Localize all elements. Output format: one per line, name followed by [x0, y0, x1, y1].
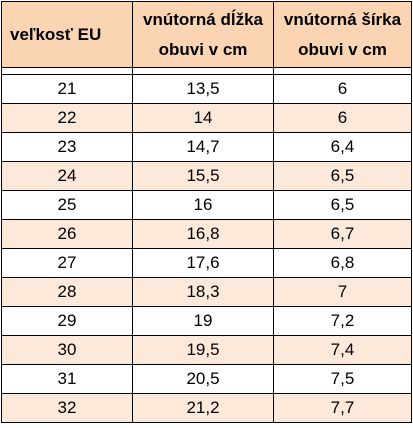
- separator-row: [1, 67, 412, 75]
- cell-width: 6: [273, 74, 412, 104]
- cell-length: 17,6: [132, 248, 274, 278]
- cell-width: 6: [273, 103, 412, 133]
- header-inner-length-line1: vnútorná dĺžka: [143, 9, 263, 29]
- cell-length: 14,7: [132, 132, 274, 162]
- cell-size: 24: [1, 161, 133, 191]
- header-inner-width-line2: obuvi v cm: [298, 39, 387, 59]
- cell-length: 19,5: [132, 335, 274, 365]
- cell-width: 7,5: [273, 364, 412, 394]
- table-row: 32 21,2 7,7: [1, 393, 412, 423]
- cell-size: 28: [1, 277, 133, 307]
- table-row: 30 19,5 7,4: [1, 335, 412, 365]
- header-inner-width-line1: vnútorná šírka: [283, 9, 402, 29]
- cell-length: 20,5: [132, 364, 274, 394]
- header-inner-width: vnútorná šírka obuvi v cm: [273, 1, 412, 68]
- cell-length: 16: [132, 190, 274, 220]
- table-row: 24 15,5 6,5: [1, 161, 412, 191]
- table-row: 27 17,6 6,8: [1, 248, 412, 278]
- cell-width: 6,7: [273, 219, 412, 249]
- cell-width: 7,4: [273, 335, 412, 365]
- cell-size: 23: [1, 132, 133, 162]
- cell-width: 7: [273, 277, 412, 307]
- cell-width: 6,8: [273, 248, 412, 278]
- cell-size: 27: [1, 248, 133, 278]
- cell-width: 6,4: [273, 132, 412, 162]
- cell-size: 29: [1, 306, 133, 336]
- cell-length: 19: [132, 306, 274, 336]
- cell-size: 32: [1, 393, 133, 423]
- cell-size: 22: [1, 103, 133, 133]
- cell-size: 26: [1, 219, 133, 249]
- table-row: 29 19 7,2: [1, 306, 412, 336]
- table-row: 26 16,8 6,7: [1, 219, 412, 249]
- table-row: 28 18,3 7: [1, 277, 412, 307]
- cell-size: 30: [1, 335, 133, 365]
- cell-length: 18,3: [132, 277, 274, 307]
- table-row: 23 14,7 6,4: [1, 132, 412, 162]
- header-inner-length-line2: obuvi v cm: [158, 39, 248, 59]
- cell-width: 6,5: [273, 190, 412, 220]
- separator-cell: [273, 67, 412, 75]
- cell-size: 21: [1, 74, 133, 104]
- cell-width: 7,7: [273, 393, 412, 423]
- table-row: 25 16 6,5: [1, 190, 412, 220]
- header-row: veľkosť EU vnútorná dĺžka obuvi v cm vnú…: [1, 1, 412, 68]
- cell-width: 7,2: [273, 306, 412, 336]
- cell-size: 31: [1, 364, 133, 394]
- cell-size: 25: [1, 190, 133, 220]
- cell-length: 21,2: [132, 393, 274, 423]
- cell-length: 14: [132, 103, 274, 133]
- table-row: 22 14 6: [1, 103, 412, 133]
- separator-cell: [132, 67, 274, 75]
- header-size-eu: veľkosť EU: [1, 1, 133, 68]
- cell-width: 6,5: [273, 161, 412, 191]
- cell-length: 16,8: [132, 219, 274, 249]
- table-row: 31 20,5 7,5: [1, 364, 412, 394]
- cell-length: 13,5: [132, 74, 274, 104]
- separator-cell: [1, 67, 133, 75]
- cell-length: 15,5: [132, 161, 274, 191]
- header-inner-length: vnútorná dĺžka obuvi v cm: [132, 1, 274, 68]
- table-row: 21 13,5 6: [1, 74, 412, 104]
